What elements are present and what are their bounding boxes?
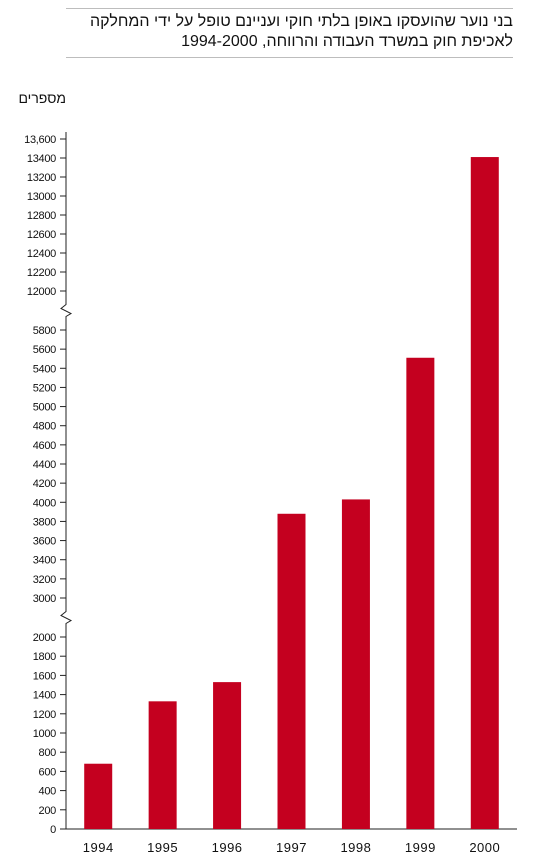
axis-break-1 — [60, 607, 73, 628]
y-tick-label: 12400 — [27, 248, 56, 260]
y-tick-label: 3000 — [33, 593, 56, 605]
y-tick-label: 4800 — [33, 421, 56, 433]
y-tick-label: 0 — [50, 824, 56, 836]
y-tick-label: 1200 — [33, 709, 56, 721]
y-tick-label: 200 — [39, 805, 57, 817]
chart-title: בני נוער שהועסקו באופן בלתי חוקי ועניינם… — [66, 12, 513, 52]
y-tick-label: 1400 — [33, 690, 56, 702]
y-tick-label: 1800 — [33, 651, 56, 663]
title-top-rule — [66, 8, 513, 9]
y-tick-label: 4000 — [33, 497, 56, 509]
x-tick-label-1997: 1997 — [276, 840, 307, 855]
bar-1994 — [84, 763, 113, 829]
y-tick-label: 5200 — [33, 382, 56, 394]
x-tick-label-2000: 2000 — [469, 840, 500, 855]
x-tick-label-1995: 1995 — [147, 840, 178, 855]
y-tick-label: 12800 — [27, 210, 56, 222]
bar-2000 — [470, 157, 499, 830]
y-tick-label: 5800 — [33, 325, 56, 337]
y-axis-label: מספרים — [18, 90, 66, 106]
y-tick-label: 13200 — [27, 172, 56, 184]
y-tick-label: 4400 — [33, 459, 56, 471]
y-tick-label: 1600 — [33, 670, 56, 682]
bar-1999 — [406, 357, 435, 829]
title-bottom-rule — [66, 57, 513, 58]
y-tick-label: 1000 — [33, 728, 56, 740]
y-tick-label: 5000 — [33, 402, 56, 414]
chart-title-line-1: בני נוער שהועסקו באופן בלתי חוקי ועניינם… — [89, 13, 513, 30]
y-tick-label: 3800 — [33, 516, 56, 528]
axis-break-2 — [60, 300, 73, 321]
x-tick-label-1998: 1998 — [340, 840, 371, 855]
y-tick-label: 3600 — [33, 536, 56, 548]
y-tick-label: 13000 — [27, 191, 56, 203]
y-tick-label: 3200 — [33, 574, 56, 586]
y-tick-label: 600 — [39, 766, 57, 778]
y-tick-label: 12200 — [27, 267, 56, 279]
y-tick-label: 5400 — [33, 363, 56, 375]
x-tick-label-1994: 1994 — [83, 840, 114, 855]
y-tick-label: 4600 — [33, 440, 56, 452]
y-tick-label: 400 — [39, 786, 57, 798]
y-tick-label: 12600 — [27, 229, 56, 241]
y-tick-label: 2000 — [33, 632, 56, 644]
y-tick-label: 3400 — [33, 555, 56, 567]
bar-1998 — [341, 499, 370, 829]
y-tick-label: 13400 — [27, 153, 56, 165]
y-tick-label: 5600 — [33, 344, 56, 356]
bar-1997 — [277, 513, 306, 829]
chart-title-line-2: לאכיפת חוק במשרד העבודה והרווחה, 1994-20… — [181, 33, 513, 50]
y-tick-label: 12000 — [27, 286, 56, 298]
y-tick-label: 4200 — [33, 478, 56, 490]
y-tick-label: 13,600 — [24, 134, 56, 146]
x-tick-label-1996: 1996 — [212, 840, 243, 855]
bar-1995 — [148, 701, 177, 829]
x-tick-label-1999: 1999 — [405, 840, 436, 855]
bar-1996 — [213, 682, 242, 829]
y-tick-label: 800 — [39, 747, 57, 759]
chart-title-block: בני נוער שהועסקו באופן בלתי חוקי ועניינם… — [66, 8, 513, 58]
